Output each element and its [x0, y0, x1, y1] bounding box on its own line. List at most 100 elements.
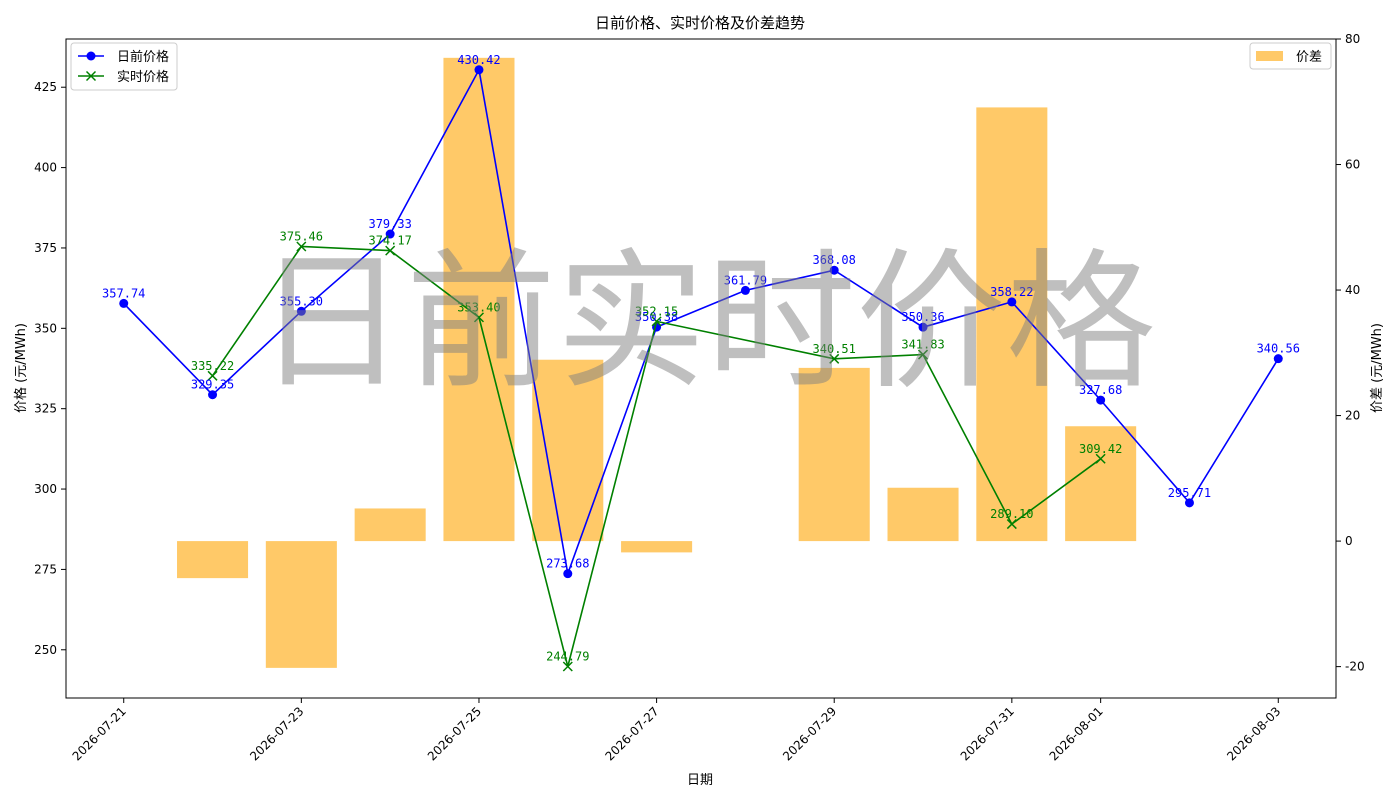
- x-tick-label: 2026-07-25: [425, 704, 484, 763]
- day-ahead-value-label: 350.36: [901, 310, 944, 324]
- realtime-point: [207, 370, 218, 381]
- legend-right-box: [1249, 42, 1332, 70]
- y-axis-left: 250 275 300 325 350 375 400 425: [34, 80, 66, 657]
- day-ahead-value-label: 357.74: [102, 286, 145, 300]
- realtime-point: [296, 241, 307, 252]
- x-tick-label: 2026-08-01: [1047, 704, 1106, 763]
- realtime-point: [1006, 519, 1017, 530]
- day-ahead-value-label: 273.68: [546, 557, 589, 571]
- chart-title: 日前价格、实时价格及价差趋势: [595, 14, 805, 32]
- day-ahead-value-label: 361.79: [724, 273, 767, 287]
- legend-day-ahead-label: 日前价格: [117, 49, 169, 65]
- day-ahead-point: [740, 285, 750, 295]
- price-lines: [119, 65, 1283, 672]
- legend-left: 日前价格 实时价格: [70, 42, 178, 91]
- day-ahead-value-label: 358.22: [990, 285, 1033, 299]
- spread-bar: [265, 541, 337, 668]
- spread-bar: [887, 487, 959, 542]
- day-ahead-value-label: 340.56: [1257, 342, 1300, 356]
- y-tick-label: 325: [34, 402, 57, 416]
- realtime-point: [562, 661, 573, 672]
- realtime-price-line: [211, 245, 1102, 667]
- realtime-value-label: 375.46: [280, 229, 323, 243]
- realtime-point: [385, 245, 396, 256]
- day-ahead-point: [208, 390, 218, 400]
- day-ahead-point: [563, 569, 573, 579]
- y-tick-label: 400: [34, 161, 57, 175]
- legend-right: 价差: [1249, 42, 1332, 70]
- x-tick-label: 2026-07-23: [247, 704, 306, 763]
- price-data-labels: 357.74 329.35 355.30 379.33 430.42 273.68 350.…: [102, 53, 1300, 664]
- x-tick-label: 2026-07-21: [70, 704, 129, 763]
- realtime-point: [917, 349, 929, 360]
- spread-bar: [976, 107, 1048, 542]
- day-ahead-value-label: 329.35: [191, 378, 234, 392]
- realtime-point: [1095, 453, 1106, 464]
- realtime-value-label: 309.42: [1079, 442, 1122, 456]
- y2-tick-label: 40: [1345, 283, 1360, 297]
- y-tick-label: 350: [34, 321, 57, 335]
- day-ahead-value-label: 430.42: [457, 53, 500, 67]
- realtime-point: [651, 316, 662, 327]
- spread-bars: [177, 57, 1137, 668]
- realtime-value-label: 353.40: [457, 300, 500, 314]
- y-tick-label: 250: [34, 643, 57, 657]
- x-tick-label: 2026-07-27: [602, 704, 661, 763]
- y2-tick-label: 20: [1345, 409, 1360, 423]
- spread-bar: [1065, 426, 1137, 542]
- y2-tick-label: 0: [1345, 534, 1353, 548]
- x-axis-title: 日期: [687, 773, 713, 788]
- day-ahead-point: [829, 265, 839, 275]
- legend-spread-label: 价差: [1296, 50, 1322, 65]
- spread-bar: [354, 508, 426, 542]
- x-tick-label: 2026-07-31: [958, 704, 1017, 763]
- day-ahead-point: [474, 65, 484, 75]
- y2-tick-label: 60: [1345, 158, 1360, 172]
- day-ahead-value-label: 327.68: [1079, 383, 1122, 397]
- y-tick-label: 375: [34, 241, 57, 255]
- y2-axis-title: 价差 (元/MWh): [1370, 323, 1385, 413]
- y-axis-title: 价格 (元/MWh): [13, 323, 29, 413]
- day-ahead-point: [385, 229, 395, 239]
- realtime-value-label: 244.79: [546, 650, 589, 664]
- realtime-point: [829, 353, 840, 364]
- day-ahead-point: [1007, 297, 1017, 307]
- x-tick-label: 2026-07-29: [780, 704, 839, 763]
- day-ahead-point: [119, 298, 129, 308]
- spread-bar: [621, 541, 693, 553]
- x-tick-label: 2026-08-03: [1224, 704, 1283, 763]
- day-ahead-value-label: 350.38: [635, 310, 678, 324]
- realtime-value-label: 352.15: [635, 304, 678, 318]
- realtime-value-label: 341.83: [901, 338, 944, 352]
- day-ahead-value-label: 355.30: [280, 294, 323, 308]
- legend-realtime-marker: [85, 70, 97, 82]
- day-ahead-value-label: 295.71: [1168, 486, 1211, 500]
- day-ahead-value-label: 368.08: [813, 253, 856, 267]
- spread-bar: [798, 367, 870, 542]
- realtime-value-label: 289.10: [990, 507, 1033, 521]
- watermark: 日前实时价格: [256, 236, 1156, 410]
- day-ahead-price-line: [123, 67, 1279, 577]
- realtime-value-label: 374.17: [368, 234, 411, 248]
- y-axis-right: -20 0 20 40 60 80: [1336, 32, 1365, 674]
- legend-realtime-label: 实时价格: [117, 69, 169, 85]
- legend-left-box: [70, 42, 178, 91]
- y-tick-label: 300: [34, 482, 57, 496]
- day-ahead-point: [1184, 498, 1194, 508]
- realtime-point: [473, 312, 485, 323]
- spread-bar: [177, 541, 249, 579]
- realtime-value-label: 340.51: [813, 342, 856, 356]
- day-ahead-point: [918, 322, 928, 332]
- day-ahead-value-label: 379.33: [368, 217, 411, 231]
- realtime-value-label: 335.22: [191, 359, 234, 373]
- day-ahead-point: [1273, 354, 1283, 364]
- y2-tick-label: -20: [1345, 660, 1365, 674]
- x-axis: 2026-07-21 2026-07-23 2026-07-25 2026-07-27…: [70, 698, 1283, 763]
- spread-bar: [532, 359, 604, 542]
- day-ahead-point: [296, 306, 306, 316]
- plot-frame: [65, 38, 1337, 699]
- y-tick-label: 275: [34, 562, 57, 576]
- y2-tick-label: 80: [1345, 32, 1360, 46]
- legend-day-ahead-marker: [86, 51, 96, 61]
